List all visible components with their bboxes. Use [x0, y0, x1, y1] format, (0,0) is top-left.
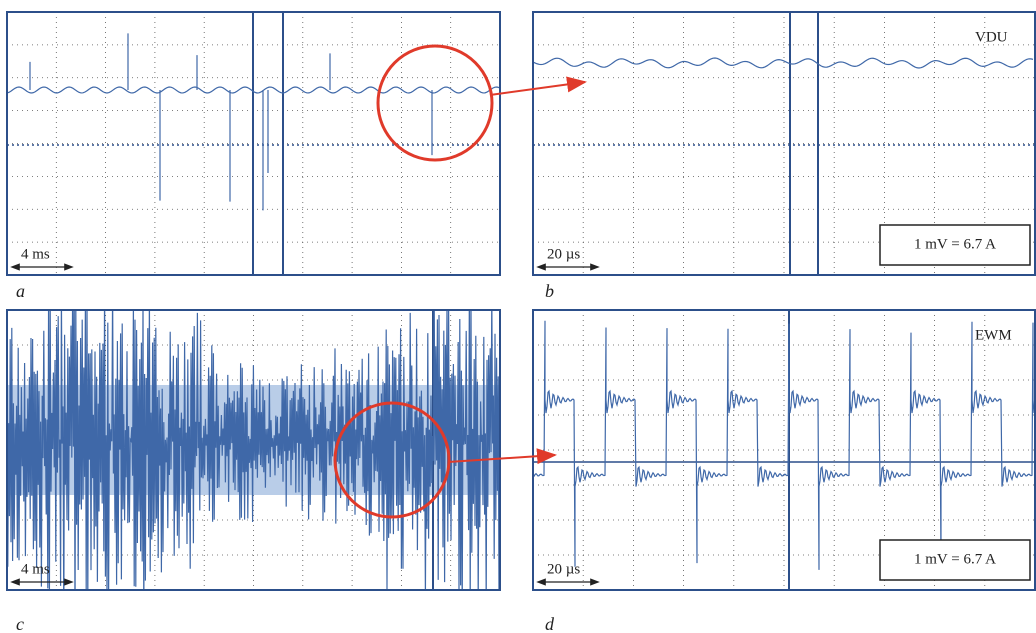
panel-label: d [545, 614, 555, 633]
panel-label: c [16, 614, 24, 633]
scale-label: 4 ms [21, 561, 50, 577]
zoom-arrow [490, 82, 585, 95]
panel-label: b [545, 281, 554, 301]
panel-label: a [16, 281, 25, 301]
trace [7, 12, 500, 275]
waveform [533, 321, 1034, 570]
scale-label: 4 ms [21, 246, 50, 262]
channel-tag: VDU [975, 29, 1008, 45]
note-text: 1 mV = 6.7 A [914, 551, 996, 567]
figure: a 4 ms b 20 µs VDU 1 mV = 6.7 A c 4 ms d 20 µs EWM… [0, 0, 1036, 633]
note-text: 1 mV = 6.7 A [914, 236, 996, 252]
waveform [533, 58, 1033, 68]
highlight-circle [378, 46, 492, 160]
scale-label: 20 µs [547, 561, 580, 577]
scale-label: 20 µs [547, 246, 580, 262]
channel-tag: EWM [975, 327, 1012, 343]
